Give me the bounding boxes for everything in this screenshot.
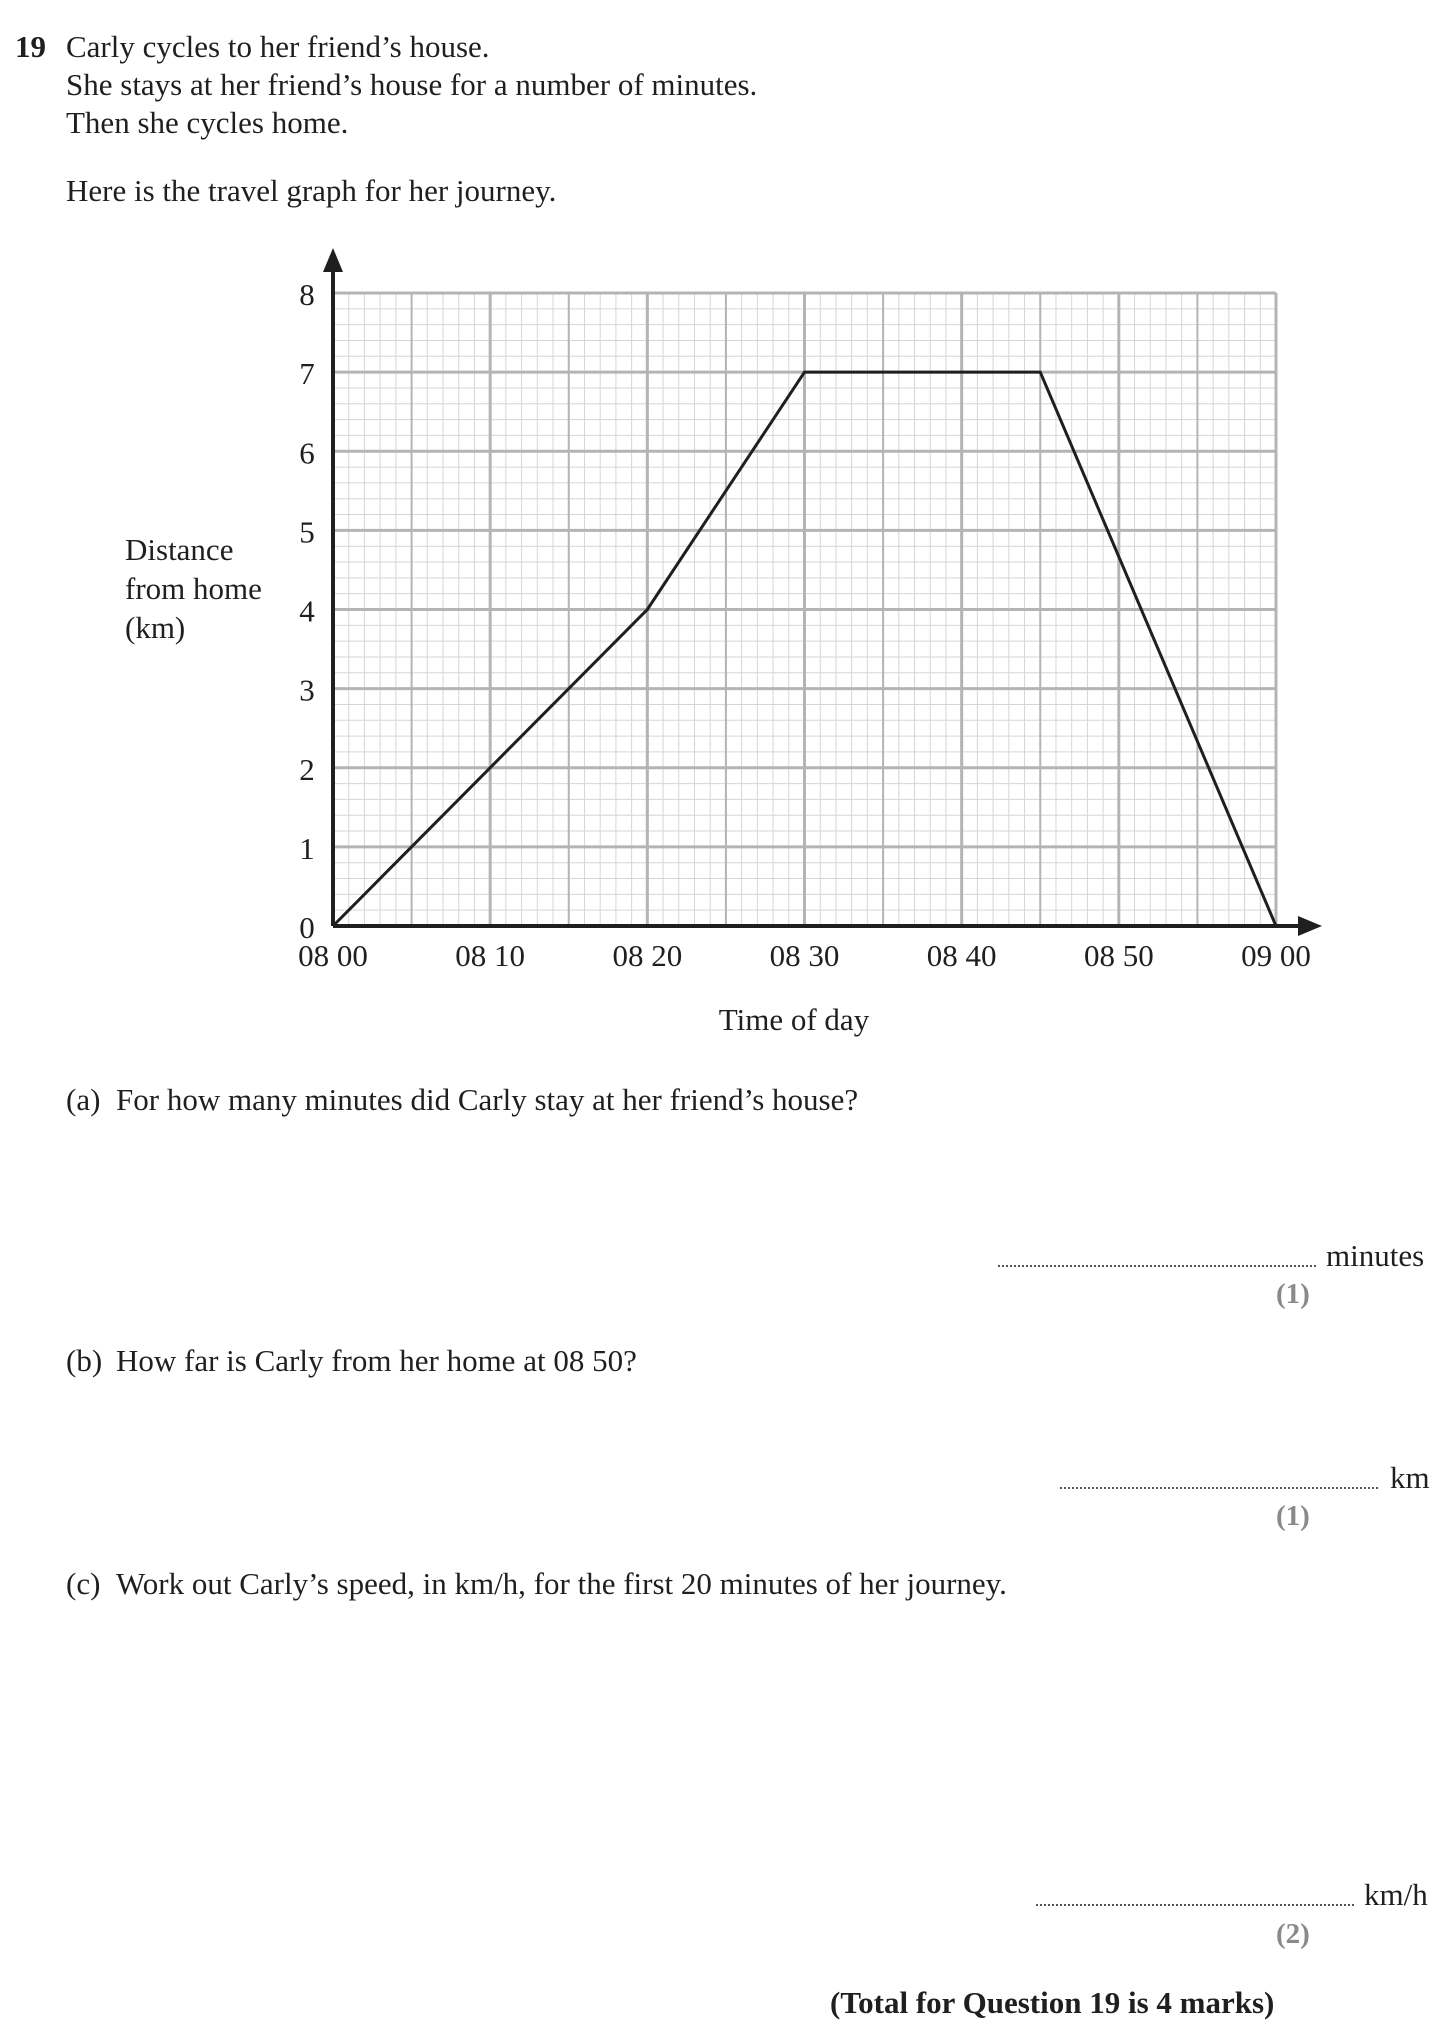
x-axis-label: Time of day [719,1002,870,1037]
part-a-label: (a) [66,1082,101,1117]
part-a-unit: minutes [1326,1238,1425,1273]
y-axis-arrowhead [323,248,343,272]
part-a-answer-line[interactable] [998,1265,1316,1267]
intro-line-2: She stays at her friend’s house for a nu… [66,67,758,102]
question-number: 19 [15,29,46,64]
y-tick-label: 0 [299,910,315,945]
x-tick-label: 08 00 [298,938,368,973]
part-a-marks: (1) [1276,1278,1310,1310]
x-tick-label: 08 30 [770,938,840,973]
part-b-marks: (1) [1276,1500,1310,1532]
y-tick-label: 6 [299,435,315,470]
x-axis-arrowhead [1298,916,1322,936]
x-tick-label: 09 00 [1241,938,1311,973]
y-tick-label: 5 [299,514,315,549]
x-tick-label: 08 20 [612,938,682,973]
part-c-marks: (2) [1276,1918,1310,1950]
y-tick-label: 4 [299,594,315,629]
part-b-unit: km [1390,1460,1430,1495]
x-tick-label: 08 40 [927,938,997,973]
intro-line-3: Then she cycles home. [66,105,349,140]
y-tick-label: 7 [299,356,315,391]
y-tick-label: 8 [299,277,315,312]
part-b-answer-line[interactable] [1060,1487,1378,1489]
total-marks: (Total for Question 19 is 4 marks) [830,1985,1275,2020]
part-c-answer-line[interactable] [1036,1904,1354,1906]
y-tick-label: 2 [299,752,315,787]
x-tick-label: 08 10 [455,938,525,973]
part-c-unit: km/h [1364,1877,1428,1912]
tick-labels: 0 1 2 3 4 5 6 7 8 08 00 08 10 08 20 08 30 08 40 08 50 0… [298,277,1311,973]
y-axis-label-line-1: Distance [125,532,233,567]
part-a-question: For how many minutes did Carly stay at h… [116,1082,859,1117]
travel-graph: 0 1 2 3 4 5 6 7 8 08 00 08 10 08 20 08 30 08 40 08 50 0… [125,248,1322,1037]
part-c-label: (c) [66,1566,101,1601]
x-tick-label: 08 50 [1084,938,1154,973]
series-lines [331,370,1278,928]
axes [323,248,1322,936]
y-tick-label: 3 [299,673,315,708]
part-b-label: (b) [66,1343,103,1378]
y-tick-label: 1 [299,831,315,866]
intro-line-1: Carly cycles to her friend’s house. [66,29,490,64]
part-b-question: How far is Carly from her home at 08 50? [116,1343,637,1378]
y-axis-label-line-3: (km) [125,610,185,645]
part-c-question: Work out Carly’s speed, in km/h, for the… [116,1566,1007,1601]
graph-intro: Here is the travel graph for her journey… [66,173,557,208]
y-axis-label-line-2: from home [125,571,262,606]
